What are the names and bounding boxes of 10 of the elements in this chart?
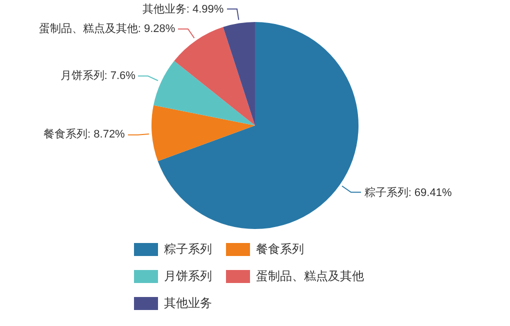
data-label: 蛋制品、糕点及其他: 9.28% <box>38 22 176 35</box>
data-label: 粽子系列: 69.41% <box>364 186 452 199</box>
legend-label: 其他业务 <box>164 296 212 310</box>
data-label: 其他业务: 4.99% <box>142 2 224 16</box>
legend-label: 粽子系列 <box>164 242 212 256</box>
legend-label: 蛋制品、糕点及其他 <box>256 268 364 283</box>
data-label: 餐食系列: 8.72% <box>44 128 126 141</box>
legend-label: 餐食系列 <box>256 242 304 256</box>
legend-label: 月饼系列 <box>164 268 212 283</box>
data-label: 月饼系列: 7.6% <box>60 68 136 82</box>
